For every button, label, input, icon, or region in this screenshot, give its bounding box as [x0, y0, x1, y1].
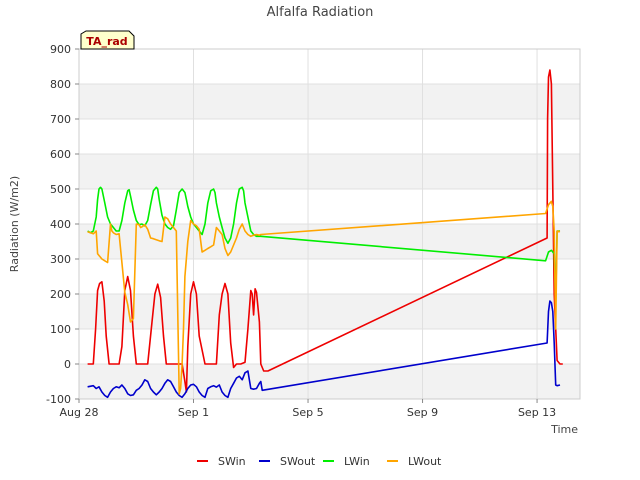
y-tick-label: 900 [50, 43, 71, 56]
legend-label-lwin: LWin [344, 455, 370, 468]
legend-label-swout: SWout [280, 455, 316, 468]
x-axis-label: Time [550, 423, 578, 436]
badge-label: TA_rad [86, 35, 127, 48]
plot-band [79, 329, 580, 364]
chart-title: Alfalfa Radiation [267, 5, 374, 20]
y-tick-label: 800 [50, 78, 71, 91]
y-tick-label: 600 [50, 148, 71, 161]
series-line-swout [87, 300, 561, 399]
x-tick-label: Sep 9 [407, 406, 438, 419]
x-tick-label: Aug 28 [60, 406, 99, 419]
y-tick-label: 0 [64, 358, 71, 371]
plot-band [79, 364, 580, 399]
series-line-swin [87, 69, 563, 393]
x-tick-label: Sep 5 [292, 406, 323, 419]
y-tick-label: 200 [50, 288, 71, 301]
y-tick-label: 700 [50, 113, 71, 126]
badge-box [80, 30, 135, 50]
y-tick-label: 300 [50, 253, 71, 266]
legend-label-swin: SWin [218, 455, 246, 468]
plot-band [79, 119, 580, 154]
y-tick-label: 400 [50, 218, 71, 231]
plot-band [79, 189, 580, 224]
badge: TA_rad [80, 30, 135, 50]
plot-band [79, 84, 580, 119]
y-axis: -100 0 100 200 300 400 500 600 700 800 900 [46, 43, 79, 406]
y-tick-label: 500 [50, 183, 71, 196]
legend: SWin SWout LWin LWout [197, 455, 442, 468]
plot-band [79, 259, 580, 294]
x-axis: Aug 28 Sep 1 Sep 5 Sep 9 Sep 13 [60, 399, 556, 419]
x-tick-label: Sep 1 [178, 406, 209, 419]
plot-band [79, 154, 580, 189]
y-axis-label: Radiation (W/m2) [8, 176, 21, 272]
series-line-lwin [87, 186, 560, 302]
legend-label-lwout: LWout [408, 455, 442, 468]
x-tick-label: Sep 13 [518, 406, 556, 419]
y-tick-label: 100 [50, 323, 71, 336]
plot-band [79, 49, 580, 84]
series-line-lwout [87, 200, 561, 395]
series-lines [87, 69, 563, 399]
y-tick-label: -100 [46, 393, 71, 406]
